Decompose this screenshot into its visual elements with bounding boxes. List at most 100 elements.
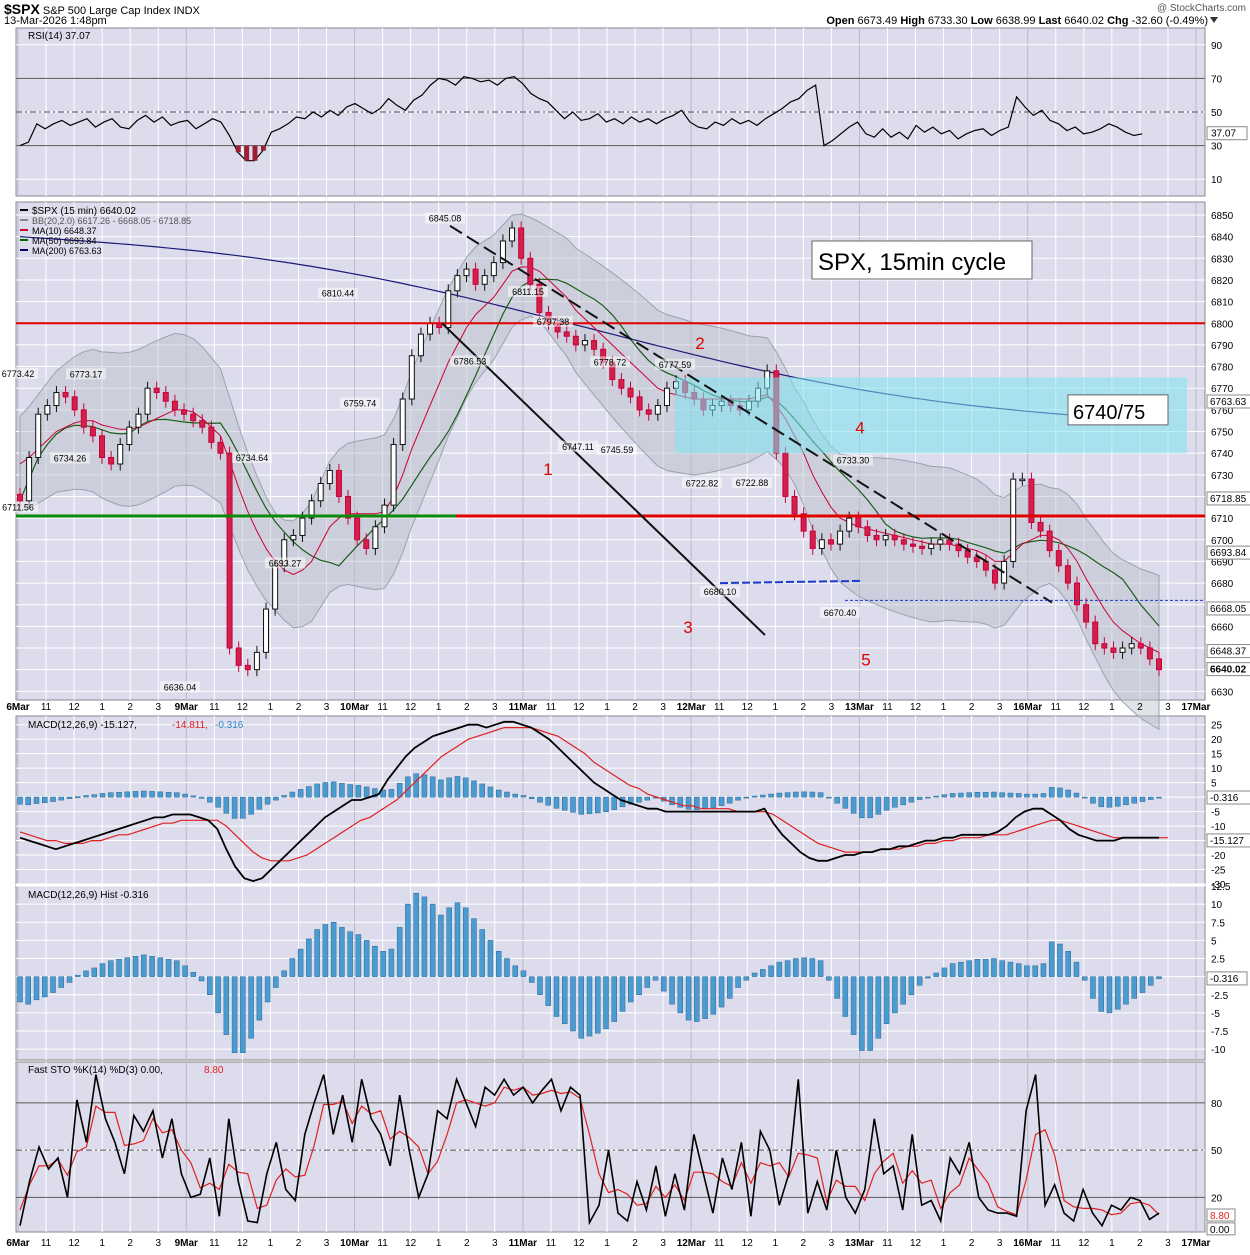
peak-label: 6722.82: [686, 478, 719, 488]
open-label: Open: [826, 15, 855, 27]
x-tick-label: 12: [237, 702, 249, 713]
macd-line: [19, 720, 1159, 883]
chg-label: Chg: [1107, 15, 1129, 27]
hist-bar: [694, 976, 700, 1022]
candle-body: [99, 435, 106, 458]
peak-label: 6811.15: [512, 287, 544, 297]
peak-label: 6747.11: [562, 442, 594, 452]
macd-hist-bar: [281, 795, 287, 798]
chg-value: -32.60 (-0.49%): [1131, 15, 1208, 27]
rsi-oversold-fill: [252, 145, 258, 161]
hist-bar: [578, 976, 584, 1039]
hist-bar: [537, 976, 543, 995]
macd-hist-bar: [421, 774, 428, 798]
x-tick-label-bottom: 12: [573, 1238, 585, 1249]
hist-bar: [108, 960, 114, 977]
chart-title: SPX, 15min cycle: [818, 249, 1006, 276]
candle-body: [891, 534, 898, 541]
macd-hist-bar: [553, 796, 560, 809]
y-tick-label: -25: [1211, 866, 1226, 877]
x-tick-label: 6Mar: [6, 702, 29, 713]
x-tick-label: 2: [464, 702, 470, 713]
macd-hist-bar: [388, 789, 395, 798]
hist-bar: [388, 948, 395, 977]
hist-bar: [892, 976, 898, 1014]
hist-bar: [974, 958, 981, 977]
x-tick-label-bottom: 3: [997, 1238, 1003, 1249]
y-tick-label: -10: [1211, 1045, 1226, 1056]
x-tick-label-bottom: 12: [69, 1238, 81, 1249]
macd-hist-bar: [685, 796, 692, 810]
peak-label: 6786.53: [454, 356, 487, 366]
macd-hist-bar: [537, 796, 543, 803]
hist-bar: [25, 976, 32, 1005]
y-tick-label: -20: [1211, 851, 1226, 862]
macd-hist-bar: [520, 795, 527, 798]
x-tick-label-bottom: 1: [99, 1238, 105, 1249]
macd-hist-bar: [248, 796, 254, 815]
hist-bar: [347, 931, 353, 977]
macd-hist-bar: [702, 796, 708, 810]
hist-bar: [710, 976, 717, 1015]
hist-bar: [363, 940, 370, 977]
peak-label-bg: [700, 585, 740, 597]
hist-bar: [933, 972, 939, 977]
hist-bar: [504, 958, 510, 977]
macd-hist-bar: [132, 791, 139, 798]
hist-bar: [661, 976, 667, 992]
hist-bar: [809, 958, 816, 977]
hist-bar: [727, 976, 733, 999]
hist-bar: [826, 976, 832, 981]
x-tick-label-bottom: 11Mar: [509, 1238, 537, 1249]
peak-label-bg: [0, 367, 38, 379]
hist-bar: [149, 956, 155, 977]
macd-hist-bar: [528, 796, 535, 799]
candle-body: [126, 426, 133, 446]
macd-hist-bar: [454, 776, 461, 798]
hist-bar: [1081, 976, 1088, 981]
hist-label: MACD(12,26,9) Hist -0.316: [28, 890, 149, 901]
x-tick-label: 1: [99, 702, 105, 713]
peak-label-bg: [655, 358, 695, 370]
exchange-label: INDX: [173, 5, 200, 17]
hist-bar: [603, 976, 609, 1030]
hist-bar: [586, 976, 593, 1037]
y-tick-label: 12.5: [1211, 882, 1231, 893]
hist-bar: [991, 958, 997, 977]
x-tick-label-bottom: 1: [436, 1238, 442, 1249]
macd-hist-bar: [108, 792, 114, 798]
hist-bar: [743, 976, 750, 981]
x-tick-label-bottom: 11: [1051, 1238, 1062, 1249]
hist-bar: [50, 976, 56, 993]
y-tick-label: 6750: [1211, 428, 1234, 439]
dropdown-icon[interactable]: [1210, 17, 1218, 23]
x-tick-label: 3: [155, 702, 161, 713]
macd-hist-bar: [958, 792, 964, 798]
x-tick-label-bottom: 3: [829, 1238, 835, 1249]
candle-body: [372, 526, 379, 549]
hist-bar: [916, 976, 923, 986]
macd-hist-bar: [165, 791, 172, 798]
peak-label: 6733.30: [837, 456, 870, 466]
candle-body: [791, 495, 798, 515]
symbol-name: S&P 500 Large Cap Index: [42, 5, 171, 17]
macd-hist-bar: [413, 773, 419, 798]
x-tick-label-bottom: 13Mar: [845, 1238, 874, 1249]
candle-body: [427, 322, 434, 335]
peak-label-bg: [318, 287, 358, 299]
macd-hist-bar: [1024, 793, 1030, 798]
hist-bar: [231, 976, 238, 1053]
candle-body: [818, 539, 825, 549]
candle-body: [117, 444, 124, 465]
macd-hist-bar: [974, 791, 981, 798]
x-tick-label-bottom: 2: [296, 1238, 302, 1249]
wave-label: 1: [543, 460, 552, 479]
hist-bar: [628, 976, 634, 1003]
candle-body: [563, 331, 570, 337]
y-tick-label: -30: [1211, 880, 1226, 891]
candle-body: [26, 456, 33, 502]
macd-hist-bar: [438, 779, 444, 798]
candle-body: [235, 647, 242, 666]
macd-hist-bar: [850, 796, 857, 814]
